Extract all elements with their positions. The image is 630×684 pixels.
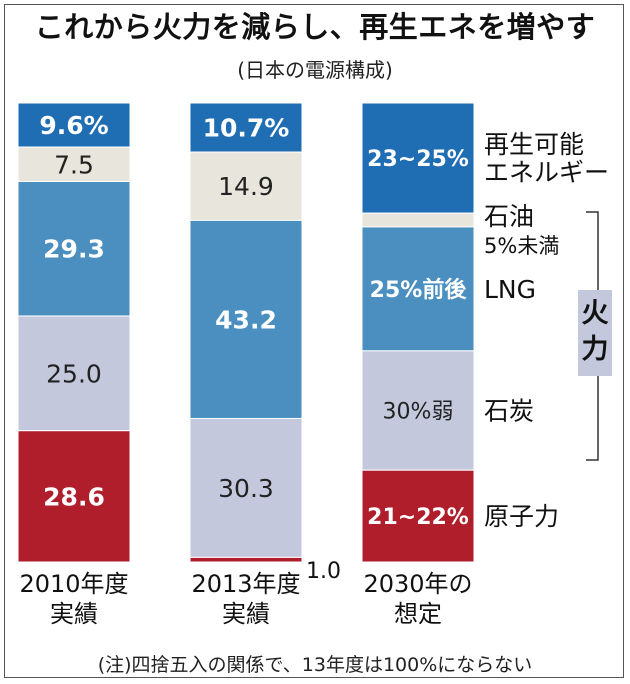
- group-label: 力: [582, 334, 609, 365]
- bar-segment: [189, 556, 303, 563]
- bar-segment: [361, 350, 475, 471]
- bar-segment: [361, 226, 475, 352]
- data-label: 25.0: [46, 359, 102, 388]
- data-label: 43.2: [215, 305, 277, 334]
- group-label: 火: [582, 298, 609, 329]
- legend-label: 原子力: [484, 502, 559, 531]
- legend-label: 5%未満: [484, 234, 559, 258]
- chart-title: これから火力を減らし、再生エネを増やす: [34, 10, 596, 44]
- bar-segment: [189, 151, 303, 221]
- bar-segment: [17, 146, 131, 182]
- data-label: 9.6%: [39, 111, 108, 140]
- data-label: 25%前後: [370, 277, 468, 303]
- data-label: 7.5: [54, 150, 94, 179]
- data-label: 28.6: [43, 482, 105, 511]
- x-tick-label: 実績: [50, 600, 98, 628]
- bar-segment: [361, 102, 475, 214]
- legend-label: 石炭: [484, 397, 534, 426]
- bar-segment: [189, 417, 303, 558]
- footnote: (注)四捨五入の関係で、13年度は100%にならない: [97, 654, 533, 676]
- data-label: 29.3: [43, 235, 105, 264]
- bar-segment: [189, 102, 303, 153]
- data-label: 1.0: [306, 559, 341, 584]
- legend-label: 再生可能: [484, 130, 584, 159]
- chart-subtitle: (日本の電源構成): [237, 58, 393, 82]
- data-label: 10.7%: [203, 114, 290, 143]
- legend-label: 石油: [484, 202, 534, 231]
- legend-label: LNG: [484, 275, 536, 304]
- data-label: 30%弱: [383, 399, 454, 424]
- bar-segment: [17, 102, 131, 148]
- bar-segment: [17, 180, 131, 317]
- data-label: 23~25%: [367, 147, 469, 172]
- bar-segment: [17, 315, 131, 432]
- data-label: 14.9: [218, 172, 274, 201]
- bar-segment: [17, 430, 131, 563]
- group-label-box: [578, 290, 612, 376]
- data-label: 30.3: [218, 474, 274, 503]
- x-tick-label: 想定: [394, 600, 442, 628]
- x-tick-label: 2010年度: [19, 570, 128, 598]
- bar-segment: [361, 469, 475, 563]
- x-tick-label: 2013年度: [191, 570, 300, 598]
- x-tick-label: 2030年の: [363, 570, 472, 598]
- data-label: 21~22%: [367, 505, 469, 530]
- bar-segment: [361, 212, 475, 228]
- legend-label: エネルギー: [484, 158, 609, 187]
- x-tick-label: 実績: [222, 600, 270, 628]
